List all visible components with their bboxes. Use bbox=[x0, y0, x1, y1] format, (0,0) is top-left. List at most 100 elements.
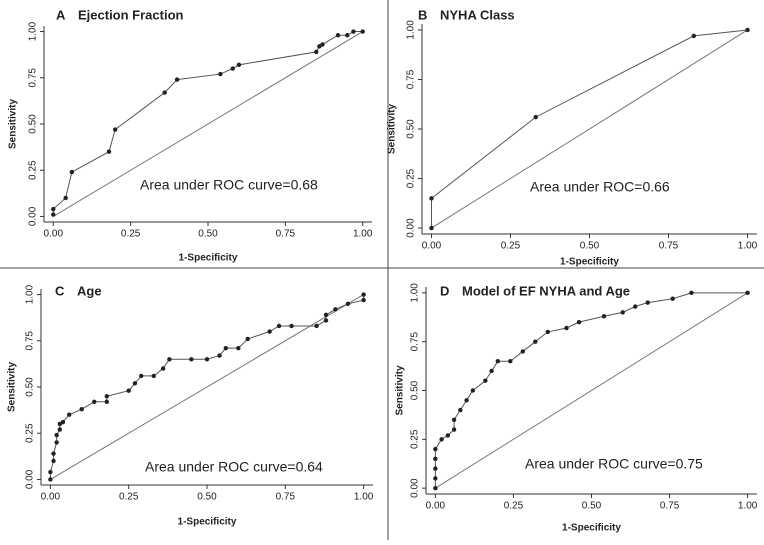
panel-title: NYHA Class bbox=[440, 7, 515, 22]
roc-point bbox=[645, 300, 650, 305]
x-tick-label: 1.00 bbox=[738, 501, 758, 512]
roc-point bbox=[104, 399, 109, 404]
roc-point bbox=[433, 476, 438, 481]
roc-point bbox=[345, 33, 350, 38]
roc-point bbox=[230, 66, 235, 71]
roc-point bbox=[48, 469, 53, 475]
roc-point bbox=[48, 477, 53, 482]
roc-point bbox=[433, 466, 438, 471]
roc-point bbox=[189, 357, 194, 362]
roc-point bbox=[470, 388, 476, 393]
roc-point bbox=[489, 368, 494, 374]
roc-point bbox=[320, 42, 325, 47]
y-tick-label: 0.75 bbox=[28, 68, 39, 88]
roc-point bbox=[601, 314, 607, 319]
roc-point bbox=[236, 345, 241, 351]
x-tick-label: 0.00 bbox=[41, 492, 61, 503]
roc-point bbox=[223, 345, 228, 351]
x-tick-label: 1.00 bbox=[738, 241, 758, 252]
roc-point bbox=[54, 432, 59, 438]
roc-point bbox=[267, 329, 272, 334]
roc-point bbox=[433, 456, 438, 462]
y-tick-label: 0.25 bbox=[28, 160, 39, 180]
roc-point bbox=[533, 339, 538, 344]
y-tick-label: 0.25 bbox=[406, 168, 417, 188]
roc-point bbox=[236, 62, 242, 68]
x-axis-label: 1-Specificity bbox=[178, 517, 237, 528]
roc-point bbox=[351, 29, 356, 34]
x-tick-label: 0.75 bbox=[276, 492, 296, 503]
reference-diagonal bbox=[431, 29, 748, 229]
y-tick-label: 0.50 bbox=[410, 380, 421, 400]
panel-title: Model of EF NYHA and Age bbox=[462, 283, 630, 298]
y-tick-label: 0.75 bbox=[25, 331, 36, 351]
x-axis-label: 1-Specificity bbox=[562, 523, 621, 534]
roc-point bbox=[51, 212, 56, 217]
roc-point bbox=[276, 323, 282, 329]
x-tick-label: 0.50 bbox=[580, 241, 600, 252]
panel-title: Ejection Fraction bbox=[78, 7, 184, 22]
panel-label: C bbox=[55, 283, 65, 298]
y-tick-label: 0.50 bbox=[406, 119, 417, 139]
roc-point bbox=[745, 290, 750, 296]
reference-diagonal bbox=[53, 31, 363, 217]
roc-point bbox=[333, 307, 338, 312]
roc-point bbox=[335, 33, 341, 38]
roc-point bbox=[689, 290, 694, 296]
roc-point bbox=[620, 310, 625, 315]
x-tick-label: 0.00 bbox=[426, 501, 446, 512]
x-tick-label: 0.25 bbox=[504, 501, 524, 512]
roc-point bbox=[451, 427, 457, 432]
panel-label: D bbox=[440, 283, 449, 298]
roc-point bbox=[360, 29, 365, 34]
reference-diagonal bbox=[435, 292, 748, 489]
roc-point bbox=[439, 437, 444, 442]
roc-point bbox=[66, 412, 72, 417]
x-tick-label: 0.50 bbox=[198, 229, 218, 240]
roc-point bbox=[126, 388, 131, 393]
roc-point bbox=[245, 336, 250, 342]
roc-point bbox=[51, 451, 56, 456]
roc-point bbox=[508, 359, 513, 364]
y-tick-label: 0.75 bbox=[410, 332, 421, 352]
roc-point bbox=[691, 33, 696, 39]
x-tick-label: 0.00 bbox=[44, 229, 64, 240]
roc-point bbox=[51, 458, 56, 464]
y-tick-label: 1.00 bbox=[406, 20, 417, 40]
reference-diagonal bbox=[50, 294, 364, 480]
roc-point bbox=[63, 195, 68, 201]
roc-curve bbox=[434, 292, 748, 489]
panel-label: B bbox=[418, 7, 427, 22]
y-tick-label: 0.25 bbox=[25, 423, 36, 443]
roc-point bbox=[112, 127, 118, 132]
y-tick-label: 1.00 bbox=[25, 284, 36, 304]
roc-point bbox=[314, 49, 319, 55]
x-tick-label: 0.50 bbox=[582, 501, 602, 512]
roc-point bbox=[670, 296, 675, 301]
y-axis-label: Sensitivity bbox=[7, 362, 18, 412]
annotation: Area under ROC=0.66 bbox=[530, 179, 670, 195]
panel-label: A bbox=[56, 7, 66, 22]
roc-point bbox=[533, 114, 538, 120]
annotation: Area under ROC curve=0.68 bbox=[140, 177, 318, 193]
roc-point bbox=[464, 398, 469, 403]
roc-point bbox=[106, 149, 112, 154]
y-tick-label: 0.00 bbox=[410, 478, 421, 498]
roc-point bbox=[323, 312, 329, 318]
roc-point bbox=[433, 485, 438, 491]
x-tick-label: 0.75 bbox=[659, 241, 679, 252]
y-axis-label: Sensitivity bbox=[387, 104, 398, 154]
x-tick-label: 1.00 bbox=[354, 492, 374, 503]
y-tick-label: 0.75 bbox=[406, 69, 417, 89]
x-axis-label: 1-Specificity bbox=[179, 253, 238, 264]
roc-point bbox=[57, 427, 62, 432]
x-tick-label: 0.25 bbox=[119, 492, 139, 503]
x-tick-label: 0.75 bbox=[276, 229, 296, 240]
x-tick-label: 0.50 bbox=[197, 492, 217, 503]
y-tick-label: 1.00 bbox=[410, 283, 421, 303]
roc-point bbox=[429, 196, 434, 201]
roc-point bbox=[520, 349, 526, 354]
roc-point bbox=[483, 378, 488, 383]
y-tick-label: 0.50 bbox=[25, 377, 36, 397]
